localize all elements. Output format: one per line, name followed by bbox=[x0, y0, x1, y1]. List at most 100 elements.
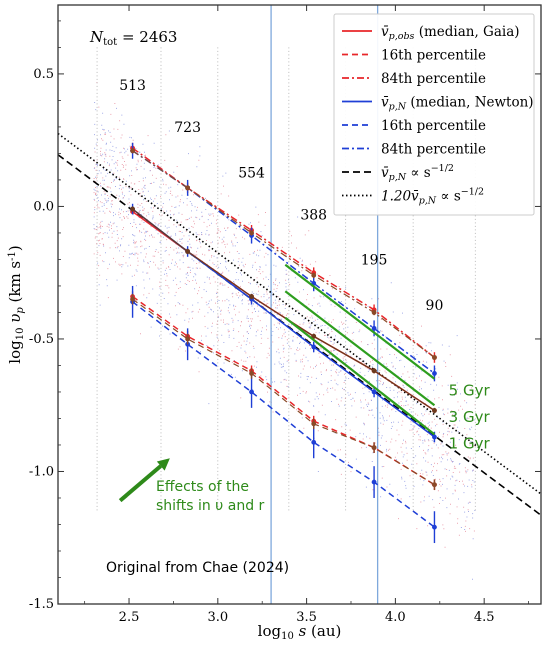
data-point bbox=[371, 325, 377, 331]
data-point bbox=[371, 389, 377, 395]
brown-dashdot-line bbox=[132, 150, 435, 358]
y-tick-label: -1.5 bbox=[29, 597, 54, 612]
y-tick-label: -0.5 bbox=[29, 332, 54, 347]
data-point bbox=[311, 344, 317, 350]
legend-text: (median, Newton) bbox=[406, 95, 534, 111]
y-tick-label: -1.0 bbox=[29, 464, 54, 479]
legend-symbol: v̄ bbox=[381, 165, 389, 181]
age-lines: 5 Gyr 3 Gyr 1 Gyr bbox=[118, 263, 491, 503]
data-point bbox=[371, 479, 377, 485]
blue-solid-series bbox=[130, 203, 437, 443]
y-axis-label: log10 υp (km s-1) bbox=[6, 245, 26, 363]
legend-symbol: v̄ bbox=[381, 24, 389, 40]
bin-count-label: 90 bbox=[426, 298, 444, 314]
data-point bbox=[249, 389, 254, 395]
brown-solid-line bbox=[132, 208, 435, 412]
legend-box bbox=[333, 13, 535, 216]
x-tick-label: 4.5 bbox=[474, 610, 495, 625]
brown-solid-series bbox=[130, 206, 437, 414]
blue-dash-line bbox=[132, 301, 435, 528]
age-label: 3 Gyr bbox=[449, 408, 491, 426]
y-label-variable-sub: p bbox=[15, 307, 26, 314]
data-point bbox=[371, 445, 377, 451]
legend-entry: 84th percentile bbox=[381, 142, 486, 158]
effects-annotation-line: Effects of the bbox=[156, 479, 249, 495]
data-point bbox=[311, 439, 317, 445]
data-point bbox=[249, 371, 254, 376]
black-dash-reference-line bbox=[57, 154, 542, 516]
red-dash-series bbox=[130, 291, 437, 491]
data-point bbox=[185, 336, 191, 342]
y-label-log: log bbox=[6, 340, 24, 364]
legend-text: ∝ s bbox=[406, 165, 431, 181]
credit-annotation: Original from Chae (2024) bbox=[106, 560, 289, 576]
data-point bbox=[432, 371, 437, 376]
annotations: Ntot = 2463 513 723 554 388 195 90 Effects of t… bbox=[89, 28, 443, 576]
data-point bbox=[432, 434, 437, 440]
data-point bbox=[249, 294, 254, 299]
y-label-unit-sup: -1 bbox=[7, 251, 18, 261]
x-tick-label: 3.0 bbox=[207, 610, 228, 625]
black-dotted-reference-line bbox=[57, 132, 542, 495]
data-point bbox=[311, 421, 317, 427]
brown-dashdot-series bbox=[130, 148, 437, 361]
bin-count-label: 195 bbox=[361, 253, 388, 269]
brown-dash-series bbox=[130, 293, 437, 491]
legend-entry: v̄p,obs (median, Gaia) bbox=[381, 24, 520, 42]
data-point bbox=[432, 408, 437, 413]
scatter-red bbox=[93, 82, 476, 548]
data-point bbox=[311, 333, 317, 339]
data-point bbox=[185, 249, 191, 254]
data-series bbox=[130, 142, 437, 544]
age-label: 1 Gyr bbox=[449, 434, 491, 452]
data-point bbox=[432, 355, 437, 360]
data-point bbox=[432, 524, 437, 530]
legend-text: ∝ s bbox=[436, 189, 461, 205]
x-tick-label: 4.0 bbox=[385, 610, 406, 625]
ntot-value: = 2463 bbox=[117, 28, 177, 46]
x-label-unit: (au) bbox=[306, 622, 341, 640]
legend-subscript: p,obs bbox=[389, 31, 415, 42]
x-label-base: 10 bbox=[281, 631, 294, 642]
ntot-label: Ntot = 2463 bbox=[89, 28, 177, 48]
ntot-symbol: N bbox=[89, 28, 104, 46]
red-dash-line bbox=[132, 295, 435, 486]
data-point bbox=[311, 272, 317, 278]
data-point bbox=[185, 185, 191, 191]
data-point bbox=[371, 368, 377, 374]
legend-entry: 1.20v̄p,N ∝ s−1/2 bbox=[381, 187, 484, 207]
bin-count-label: 388 bbox=[300, 208, 327, 224]
data-point bbox=[432, 482, 437, 488]
data-point bbox=[249, 230, 254, 236]
x-axis-label: log10 s (au) bbox=[258, 622, 342, 642]
legend-entry: 16th percentile bbox=[381, 118, 486, 134]
bin-count-label: 554 bbox=[238, 165, 265, 181]
age-line bbox=[284, 290, 436, 407]
effects-annotation-line: shifts in υ and r bbox=[156, 498, 265, 514]
legend-superscript: −1/2 bbox=[431, 163, 454, 174]
x-tick-label: 3.5 bbox=[296, 610, 317, 625]
legend-subscript: p,N bbox=[389, 102, 407, 113]
y-label-base: 10 bbox=[15, 328, 26, 341]
x-label-log: log bbox=[258, 622, 282, 640]
legend-entry: 84th percentile bbox=[381, 71, 486, 87]
legend-symbol: 1.20v̄ bbox=[381, 189, 419, 205]
reference-lines bbox=[57, 132, 542, 516]
data-point bbox=[130, 296, 135, 302]
y-tick-label: 0.0 bbox=[33, 199, 54, 214]
shift-arrow-shaft bbox=[118, 464, 163, 503]
age-line bbox=[284, 316, 436, 436]
legend-entry: 16th percentile bbox=[381, 48, 486, 64]
legend-subscript: p,N bbox=[389, 172, 407, 183]
y-label-unit: (km s bbox=[6, 261, 24, 307]
data-point bbox=[371, 310, 377, 315]
data-point bbox=[130, 148, 135, 154]
x-tick-label: 2.5 bbox=[119, 610, 140, 625]
y-label-unit-end: ) bbox=[6, 245, 24, 251]
legend-text: (median, Gaia) bbox=[414, 24, 519, 40]
legend-entry: v̄p,N (median, Newton) bbox=[381, 95, 534, 113]
legend-entry: v̄p,N ∝ s−1/2 bbox=[381, 163, 454, 183]
legend-subscript: p,N bbox=[419, 196, 437, 207]
